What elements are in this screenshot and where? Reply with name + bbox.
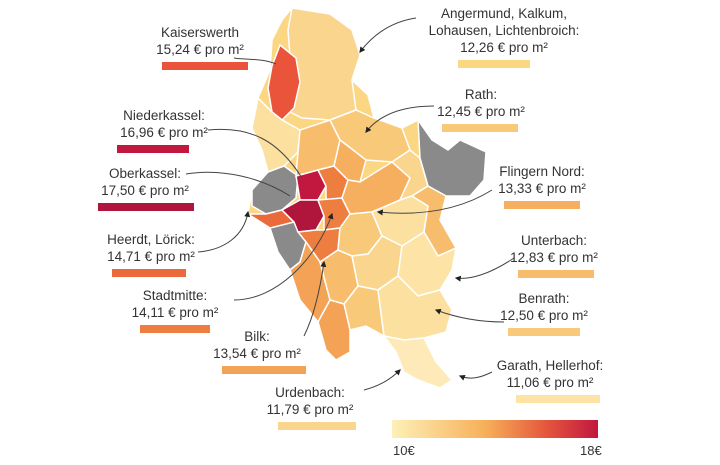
price-bar [98, 203, 194, 211]
district-name: Rath: [464, 87, 498, 102]
price-bar [117, 145, 189, 153]
district-name: Bilk: [244, 329, 270, 344]
district-garath [382, 334, 454, 389]
label-flingern: Flingern Nord: 13,33 € pro m² [482, 163, 602, 209]
leader-heerdt [197, 210, 251, 253]
leader-unterbach [454, 257, 515, 282]
district-name: Stadtmitte: [142, 288, 208, 303]
district-price: 14,71 € pro m² [107, 249, 195, 264]
leader-angermund [359, 17, 417, 53]
district-price: 11,06 € pro m² [506, 375, 594, 390]
district-name: Kaiserswerth [160, 25, 240, 40]
leader-flingern [376, 189, 493, 216]
district-price: 12,83 € pro m² [510, 250, 598, 265]
label-rath: Rath: 12,45 € pro m² [426, 86, 536, 132]
no-data-east [417, 117, 487, 197]
district-price: 16,96 € pro m² [120, 125, 208, 140]
district-name-2: Lohausen, Lichtenbroich: [428, 23, 580, 38]
price-bar [442, 124, 518, 132]
price-bar [518, 270, 594, 278]
price-bar [508, 328, 580, 336]
label-niederkassel: Niederkassel: 16,96 € pro m² [104, 107, 224, 153]
label-oberkassel: Oberkassel: 17,50 € pro m² [85, 165, 205, 211]
label-garath: Garath, Hellerhof: 11,06 € pro m² [488, 357, 612, 403]
label-angermund: Angermund, Kalkum, Lohausen, Lichtenbroi… [410, 5, 598, 68]
district-name: Unterbach: [520, 233, 588, 248]
district-price: 15,24 € pro m² [156, 42, 244, 57]
leader-urdenbach [363, 369, 401, 391]
leader-lines [185, 17, 515, 391]
leader-bilk [303, 260, 327, 337]
district-lohausen [251, 96, 301, 173]
legend-scale-bar [392, 420, 598, 438]
price-bar [222, 366, 306, 374]
price-bar [112, 269, 186, 277]
leader-kaiserswerth [233, 57, 277, 65]
district-name: Angermund, Kalkum, [440, 6, 568, 21]
district-price: 12,26 € pro m² [460, 40, 548, 55]
price-bar [162, 62, 248, 70]
label-bilk: Bilk: 13,54 € pro m² [200, 328, 314, 374]
price-bar [458, 60, 530, 68]
price-bar [140, 325, 210, 333]
district-price: 12,50 € pro m² [500, 308, 588, 323]
price-bar [516, 395, 600, 403]
leader-garath [458, 371, 493, 381]
label-urdenbach: Urdenbach: 11,79 € pro m² [252, 384, 368, 430]
leader-oberkassel [185, 171, 291, 197]
district-name: Urdenbach: [275, 385, 345, 400]
district-price: 13,33 € pro m² [498, 181, 586, 196]
label-benrath: Benrath: 12,50 € pro m² [492, 290, 596, 336]
district-price: 14,11 € pro m² [131, 305, 219, 320]
legend-max-label: 18€ [580, 443, 602, 458]
price-bar [278, 422, 356, 430]
label-kaiserswerth: Kaiserswerth 15,24 € pro m² [148, 24, 252, 70]
district-name: Heerdt, Lörick: [107, 232, 195, 247]
district-name: Oberkassel: [108, 166, 182, 181]
district-oberkassel [280, 199, 325, 233]
district-name: Garath, Hellerhof: [496, 358, 604, 373]
leader-stadtmitte [233, 212, 334, 301]
district-name: Niederkassel: [123, 108, 205, 123]
price-bar [504, 201, 580, 209]
label-stadtmitte: Stadtmitte: 14,11 € pro m² [118, 287, 232, 333]
district-price: 13,54 € pro m² [213, 346, 301, 361]
district-name: Flingern Nord: [499, 164, 585, 179]
district-price: 11,79 € pro m² [266, 402, 354, 417]
district-price: 12,45 € pro m² [437, 104, 525, 119]
leader-niederkassel [207, 128, 303, 179]
district-price: 17,50 € pro m² [101, 183, 189, 198]
legend-min-label: 10€ [393, 443, 415, 458]
label-heerdt: Heerdt, Lörick: 14,71 € pro m² [92, 231, 210, 277]
label-unterbach: Unterbach: 12,83 € pro m² [500, 232, 608, 278]
district-urdenbach-peninsula [317, 299, 351, 361]
leader-benrath [434, 308, 505, 323]
district-name: Benrath: [518, 291, 570, 306]
leader-rath [365, 105, 435, 133]
